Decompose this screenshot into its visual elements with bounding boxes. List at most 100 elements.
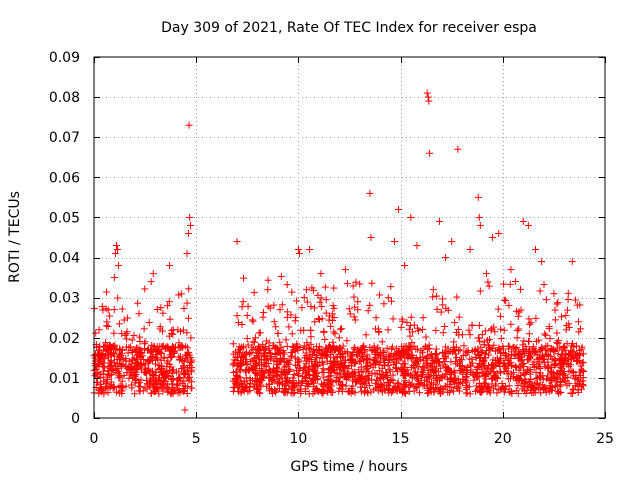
data-point — [328, 310, 336, 318]
data-point — [252, 360, 260, 368]
data-point — [520, 337, 528, 345]
data-point — [511, 277, 519, 285]
data-point — [310, 304, 318, 312]
data-point — [470, 348, 478, 356]
data-point — [493, 354, 501, 362]
plot-frame — [93, 56, 606, 419]
data-point — [407, 313, 415, 321]
data-point — [500, 280, 508, 288]
data-point — [349, 282, 357, 290]
data-point — [468, 322, 476, 330]
data-point — [307, 340, 315, 348]
y-tick-label: 0.07 — [49, 130, 80, 146]
data-point — [102, 385, 110, 393]
data-point — [541, 330, 549, 338]
data-point — [295, 379, 303, 387]
data-point — [263, 382, 271, 390]
data-point — [304, 354, 312, 362]
data-point — [292, 313, 300, 321]
data-point — [134, 344, 142, 352]
data-point — [401, 377, 409, 385]
data-point — [489, 356, 497, 364]
data-point — [141, 285, 149, 293]
data-point — [408, 339, 416, 347]
data-point — [350, 369, 358, 377]
data-point — [495, 346, 503, 354]
data-point — [551, 316, 559, 324]
y-tick-label: 0.03 — [49, 291, 80, 307]
data-point — [522, 343, 530, 351]
data-point — [439, 329, 447, 337]
data-point — [462, 373, 470, 381]
data-point — [147, 389, 155, 397]
data-point — [322, 352, 330, 360]
data-point — [152, 377, 160, 385]
data-point — [408, 380, 416, 388]
data-point — [515, 350, 523, 358]
data-point — [451, 319, 459, 327]
data-point — [395, 205, 403, 213]
data-point — [102, 288, 110, 296]
data-point — [475, 213, 483, 221]
data-point — [560, 343, 568, 351]
data-point — [307, 333, 315, 341]
data-point — [474, 370, 482, 378]
data-point — [295, 357, 303, 365]
data-point — [497, 312, 505, 320]
data-point — [514, 382, 522, 390]
data-point — [157, 379, 165, 387]
y-axis-label: ROTI / TECUs — [7, 191, 23, 283]
data-point — [424, 345, 432, 353]
data-point — [425, 341, 433, 349]
data-point — [423, 380, 431, 388]
data-point — [452, 350, 460, 358]
data-point — [401, 348, 409, 356]
data-point — [525, 330, 533, 338]
data-point — [329, 316, 337, 324]
data-point — [162, 377, 170, 385]
y-tick-label: 0.05 — [49, 210, 80, 226]
data-point — [239, 382, 247, 390]
data-point — [454, 383, 462, 391]
data-point — [125, 344, 133, 352]
data-point — [115, 320, 123, 328]
data-point — [489, 362, 497, 370]
data-point — [409, 328, 417, 336]
data-point — [460, 342, 468, 350]
data-point — [125, 357, 133, 365]
data-point — [449, 387, 457, 395]
data-point — [186, 221, 194, 229]
data-point — [303, 370, 311, 378]
data-point — [479, 385, 487, 393]
data-point — [491, 347, 499, 355]
data-point — [274, 345, 282, 353]
data-point — [168, 369, 176, 377]
data-point — [147, 278, 155, 286]
data-point — [513, 334, 521, 342]
x-tick-label: 5 — [192, 431, 201, 447]
data-point — [507, 351, 515, 359]
data-point — [283, 358, 291, 366]
data-point — [547, 376, 555, 384]
data-point — [422, 333, 430, 341]
data-point — [437, 384, 445, 392]
data-point — [478, 384, 486, 392]
data-point — [446, 380, 454, 388]
data-point — [180, 304, 188, 312]
data-point — [465, 383, 473, 391]
data-point — [92, 329, 100, 337]
data-point — [317, 270, 325, 278]
data-point — [135, 310, 143, 318]
data-point — [559, 369, 567, 377]
data-point — [287, 349, 295, 357]
data-point — [551, 357, 559, 365]
data-point — [320, 327, 328, 335]
data-point — [123, 335, 131, 343]
data-point — [249, 317, 257, 325]
data-point — [363, 388, 371, 396]
data-point — [500, 296, 508, 304]
data-point — [104, 367, 112, 375]
y-tick-label: 0.06 — [49, 170, 80, 186]
data-point — [264, 354, 272, 362]
data-point — [352, 278, 360, 286]
